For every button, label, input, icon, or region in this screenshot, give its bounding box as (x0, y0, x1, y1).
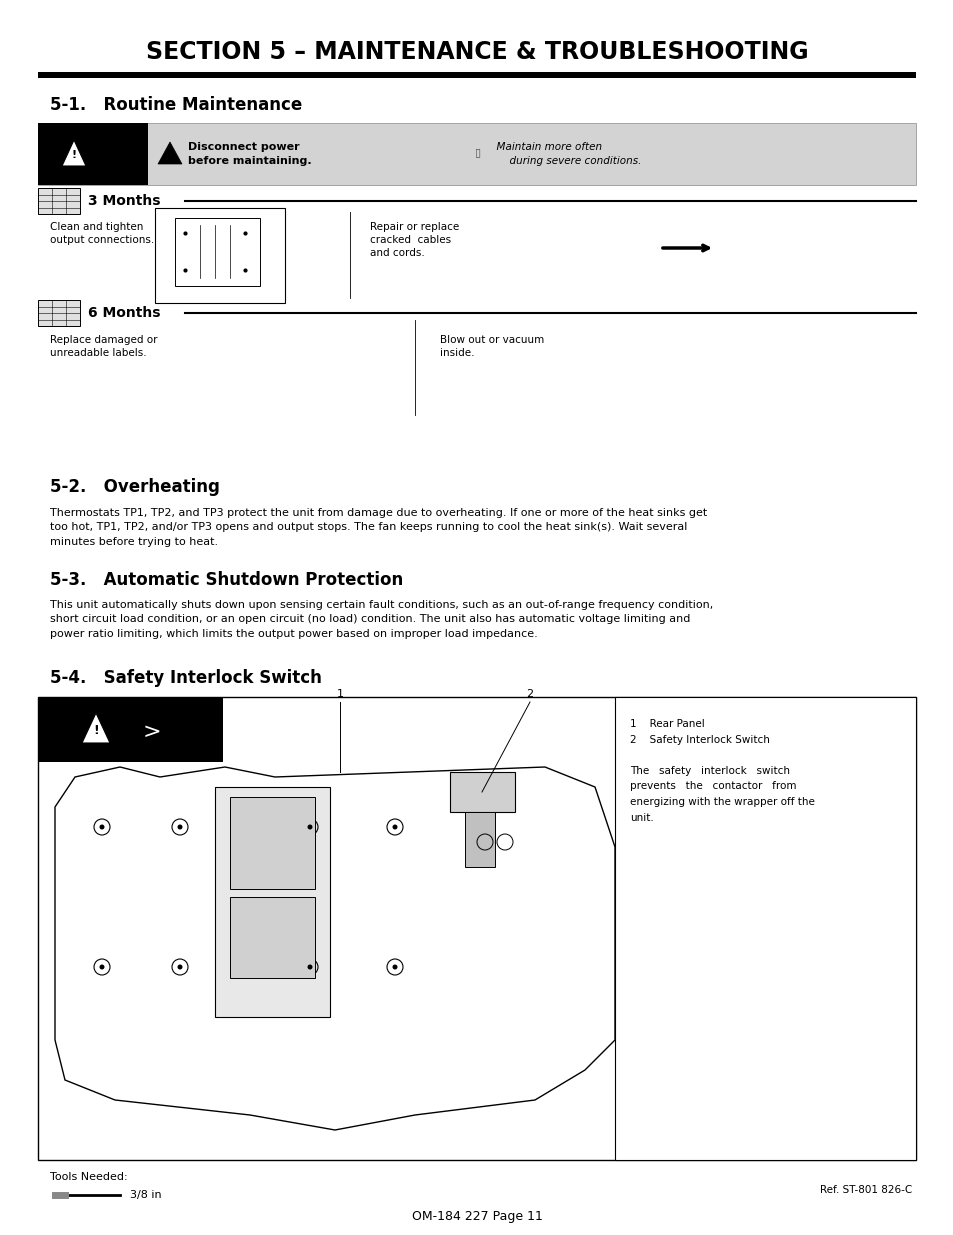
Text: 5-3.   Automatic Shutdown Protection: 5-3. Automatic Shutdown Protection (50, 571, 403, 589)
Circle shape (99, 825, 105, 830)
Text: 5-2.   Overheating: 5-2. Overheating (50, 478, 219, 496)
Bar (38, 124, 915, 185)
Bar (174, 219, 260, 287)
Polygon shape (55, 767, 615, 1130)
Polygon shape (158, 142, 182, 164)
Text: OM-184 227 Page 11: OM-184 227 Page 11 (411, 1210, 542, 1224)
Text: 5-4.   Safety Interlock Switch: 5-4. Safety Interlock Switch (50, 669, 321, 687)
Text: Maintain more often
      during severe conditions.: Maintain more often during severe condit… (490, 142, 640, 165)
Polygon shape (82, 713, 110, 743)
Text: 5-1.   Routine Maintenance: 5-1. Routine Maintenance (50, 96, 302, 114)
Circle shape (392, 965, 397, 969)
Bar (230, 797, 314, 889)
Circle shape (99, 965, 105, 969)
Text: >: > (143, 722, 161, 742)
Text: 3 Months: 3 Months (88, 194, 160, 207)
Bar (38, 124, 148, 185)
Text: ▯: ▯ (475, 147, 480, 157)
Bar (450, 772, 515, 811)
Text: 2: 2 (526, 689, 533, 699)
Circle shape (392, 825, 397, 830)
Text: ⚡: ⚡ (83, 149, 92, 163)
Bar (214, 787, 330, 1016)
Text: Clean and tighten
output connections.: Clean and tighten output connections. (50, 222, 154, 246)
Circle shape (177, 965, 182, 969)
Text: Disconnect power
before maintaining.: Disconnect power before maintaining. (188, 142, 312, 165)
Circle shape (307, 965, 313, 969)
Bar (38, 188, 80, 214)
Text: 1    Rear Panel
2    Safety Interlock Switch

The   safety   interlock   switch
: 1 Rear Panel 2 Safety Interlock Switch T… (629, 719, 814, 823)
Text: Ref. ST-801 826-C: Ref. ST-801 826-C (819, 1186, 911, 1195)
Circle shape (177, 825, 182, 830)
Bar (615, 697, 915, 1160)
Text: SECTION 5 – MAINTENANCE & TROUBLESHOOTING: SECTION 5 – MAINTENANCE & TROUBLESHOOTIN… (146, 40, 807, 64)
Bar (38, 697, 915, 1160)
Bar (38, 72, 915, 78)
Polygon shape (62, 140, 86, 165)
Text: Thermostats TP1, TP2, and TP3 protect the unit from damage due to overheating. I: Thermostats TP1, TP2, and TP3 protect th… (50, 508, 706, 547)
Text: 1: 1 (336, 689, 343, 699)
Bar (38, 300, 80, 326)
Text: Tools Needed:: Tools Needed: (50, 1172, 128, 1182)
Text: Replace damaged or
unreadable labels.: Replace damaged or unreadable labels. (50, 335, 157, 358)
Text: This unit automatically shuts down upon sensing certain fault conditions, such a: This unit automatically shuts down upon … (50, 600, 713, 638)
Text: !: ! (93, 724, 99, 736)
Text: !: ! (71, 149, 76, 161)
Bar (154, 207, 285, 303)
Text: 6 Months: 6 Months (88, 306, 160, 320)
Bar (230, 897, 314, 977)
Text: Blow out or vacuum
inside.: Blow out or vacuum inside. (439, 335, 543, 358)
Circle shape (307, 825, 313, 830)
Text: 〰: 〰 (96, 151, 103, 161)
Text: Repair or replace
cracked  cables
and cords.: Repair or replace cracked cables and cor… (370, 222, 458, 258)
Bar (38, 697, 223, 762)
Text: 3/8 in: 3/8 in (130, 1191, 161, 1200)
Bar (464, 811, 495, 867)
